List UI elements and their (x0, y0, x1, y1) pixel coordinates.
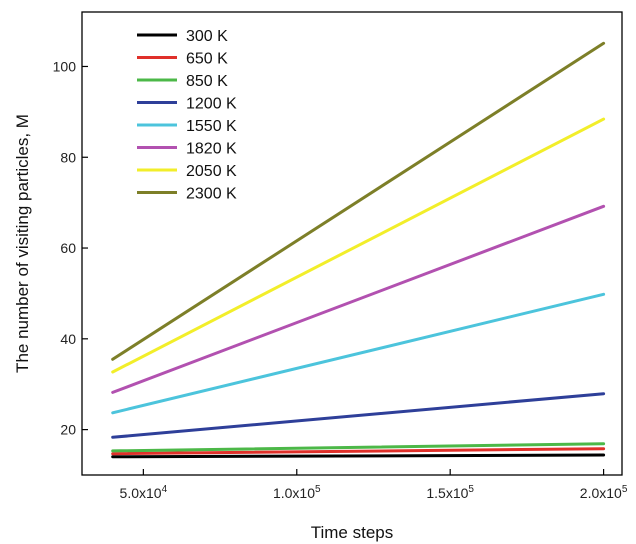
x-tick-exponent: 5 (315, 484, 321, 495)
series-line-3 (111, 442, 606, 453)
x-tick-mantissa: 1.5x10 (426, 485, 468, 501)
y-axis-ticks: 20 40 60 80 100 (53, 58, 88, 438)
x-tick-exponent: 5 (622, 484, 628, 495)
x-tick-label: 1.0x105 (273, 484, 321, 501)
x-tick-mantissa: 5.0x10 (120, 485, 162, 501)
series-line-5 (111, 292, 606, 415)
series-line-2 (111, 447, 606, 456)
series-line-8 (111, 41, 606, 361)
y-axis-title: The number of visiting particles, M (13, 114, 32, 373)
legend-label: 2050 K (186, 163, 237, 180)
x-tick-mantissa: 1.0x10 (273, 485, 315, 501)
legend-label: 300 K (186, 28, 228, 45)
legend-label: 2300 K (186, 186, 237, 203)
legend-label: 1820 K (186, 141, 237, 158)
y-tick-label: 40 (60, 331, 76, 347)
series-line-6 (111, 204, 606, 394)
legend-label: 650 K (186, 51, 228, 68)
x-tick-exponent: 5 (468, 484, 474, 495)
y-tick-label: 80 (60, 149, 76, 165)
x-tick-mantissa: 2.0x10 (580, 485, 622, 501)
series-line-7 (111, 117, 606, 374)
y-tick-label: 60 (60, 240, 76, 256)
x-tick-label: 1.5x105 (426, 484, 474, 501)
legend: 300 K 650 K 850 K 1200 K 1550 K 1820 K 2050 K 2… (137, 28, 237, 203)
series-line-4 (111, 392, 606, 439)
x-tick-exponent: 4 (162, 484, 168, 495)
plot-frame (81, 11, 623, 476)
legend-label: 1200 K (186, 96, 237, 113)
x-axis-title: Time steps (311, 523, 394, 542)
legend-label: 850 K (186, 73, 228, 90)
y-tick-label: 100 (53, 58, 77, 74)
legend-label: 1550 K (186, 118, 237, 135)
x-tick-label: 2.0x105 (580, 484, 628, 501)
y-tick-label: 20 (60, 422, 76, 438)
x-tick-label: 5.0x104 (120, 484, 168, 501)
series-line-1 (111, 453, 606, 459)
plot-lines (111, 41, 606, 459)
x-axis-ticks: 5.0x104 1.0x105 1.5x105 2.0x105 (120, 469, 628, 501)
